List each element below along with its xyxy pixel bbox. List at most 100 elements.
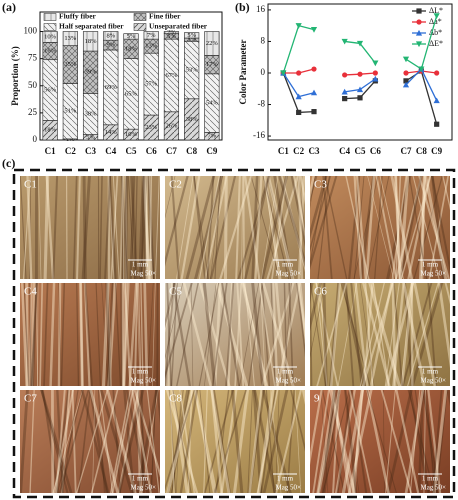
marker — [280, 70, 287, 77]
fiber — [391, 283, 397, 386]
fiber — [258, 283, 276, 386]
fiber — [292, 176, 305, 242]
legend-label: Half separated fiber — [59, 22, 124, 31]
fiber — [247, 390, 253, 493]
marker — [402, 56, 410, 63]
fiber — [263, 176, 282, 279]
marker — [418, 66, 425, 73]
marker — [341, 38, 348, 45]
marker — [434, 121, 440, 127]
x-tick-label: C4 — [339, 146, 350, 156]
fiber — [310, 283, 323, 332]
fiber — [147, 176, 155, 279]
fiber — [43, 176, 50, 279]
fiber — [241, 283, 268, 386]
fiber — [414, 390, 430, 493]
fiber — [348, 390, 373, 493]
marker — [342, 72, 348, 78]
fiber — [331, 390, 352, 493]
y-tick-label: 16 — [256, 4, 266, 14]
fiber — [267, 176, 294, 279]
fiber — [187, 390, 193, 493]
fiber — [322, 283, 328, 386]
fiber — [399, 176, 423, 279]
marker — [311, 109, 317, 115]
fiber — [380, 390, 413, 493]
image-label: 9 — [314, 393, 320, 405]
fiber — [270, 390, 282, 493]
fiber — [150, 390, 157, 493]
fiber — [125, 390, 149, 493]
fiber — [172, 390, 192, 493]
value-label: 18% — [85, 38, 98, 45]
micrograph-bg — [20, 176, 160, 279]
fiber — [299, 176, 305, 205]
fiber — [431, 176, 450, 274]
legend-marker — [415, 29, 423, 36]
value-label: 5% — [187, 32, 196, 39]
micrograph-bg — [165, 283, 305, 386]
fiber — [406, 283, 439, 386]
marker — [295, 93, 302, 100]
mag-label: Mag 50× — [275, 270, 301, 278]
fiber — [310, 176, 328, 240]
value-label: 22% — [206, 40, 219, 47]
fiber — [296, 283, 305, 358]
mag-label: Mag 50× — [130, 377, 156, 385]
value-label: 53% — [186, 67, 199, 74]
fiber — [219, 176, 253, 279]
fiber — [204, 283, 217, 386]
fiber — [165, 283, 177, 329]
fiber — [322, 176, 333, 279]
legend-label: Δb* — [429, 28, 442, 37]
fiber — [30, 283, 38, 386]
fiber — [410, 283, 444, 386]
value-label: 5% — [127, 33, 136, 40]
value-label: 23% — [145, 124, 158, 131]
fiber — [38, 176, 42, 279]
scale-label: 1 mm — [422, 368, 439, 376]
fiber — [82, 176, 87, 279]
fiber — [60, 283, 66, 386]
fiber — [263, 176, 280, 279]
micrograph-bg — [310, 283, 450, 386]
fiber — [322, 390, 351, 493]
fiber — [89, 390, 120, 493]
fiber — [84, 283, 93, 386]
fiber — [20, 390, 29, 493]
x-tick-label: C8 — [186, 146, 197, 156]
marker — [296, 70, 302, 76]
fiber — [329, 283, 342, 386]
fiber — [167, 283, 174, 386]
fiber — [198, 176, 220, 279]
fiber — [260, 390, 277, 493]
fiber — [117, 390, 145, 493]
fiber — [294, 390, 302, 493]
fiber — [367, 176, 394, 279]
fiber — [137, 283, 142, 386]
fiber — [22, 176, 31, 279]
fiber — [427, 283, 437, 386]
fiber — [244, 176, 271, 279]
fiber — [310, 176, 327, 267]
mag-label: Mag 50× — [420, 377, 446, 385]
fiber — [310, 176, 315, 201]
mag-label: Mag 50× — [275, 484, 301, 492]
fiber — [128, 283, 138, 386]
fiber — [30, 283, 36, 386]
fiber — [385, 283, 414, 386]
value-label: 10% — [44, 33, 57, 40]
fiber — [413, 283, 437, 386]
fiber — [210, 176, 223, 279]
fiber — [57, 283, 62, 386]
fiber — [266, 176, 299, 279]
fiber — [28, 283, 33, 386]
y-tick-label: 75 — [28, 53, 38, 63]
fiber — [105, 283, 112, 386]
marker — [342, 96, 348, 102]
fiber — [130, 176, 138, 279]
value-label: 38% — [85, 110, 98, 117]
fiber — [251, 283, 265, 386]
value-label: 54% — [206, 100, 219, 107]
fiber — [315, 283, 339, 386]
